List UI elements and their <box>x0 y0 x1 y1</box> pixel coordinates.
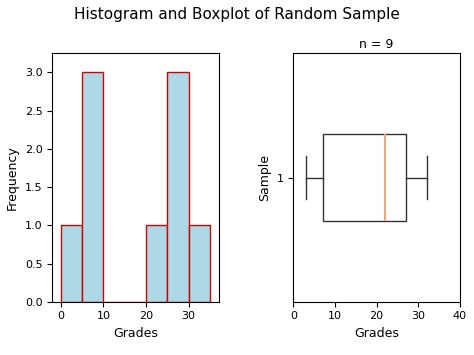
Bar <box>82 72 103 302</box>
Bar <box>61 225 82 302</box>
Title: n = 9: n = 9 <box>359 38 394 51</box>
Y-axis label: Frequency: Frequency <box>6 145 19 210</box>
Text: Histogram and Boxplot of Random Sample: Histogram and Boxplot of Random Sample <box>74 7 400 22</box>
X-axis label: Grades: Grades <box>113 327 158 340</box>
PathPatch shape <box>322 134 406 221</box>
Bar <box>167 72 189 302</box>
Y-axis label: Sample: Sample <box>258 154 271 201</box>
X-axis label: Grades: Grades <box>354 327 399 340</box>
Bar <box>146 225 167 302</box>
Bar <box>189 225 210 302</box>
